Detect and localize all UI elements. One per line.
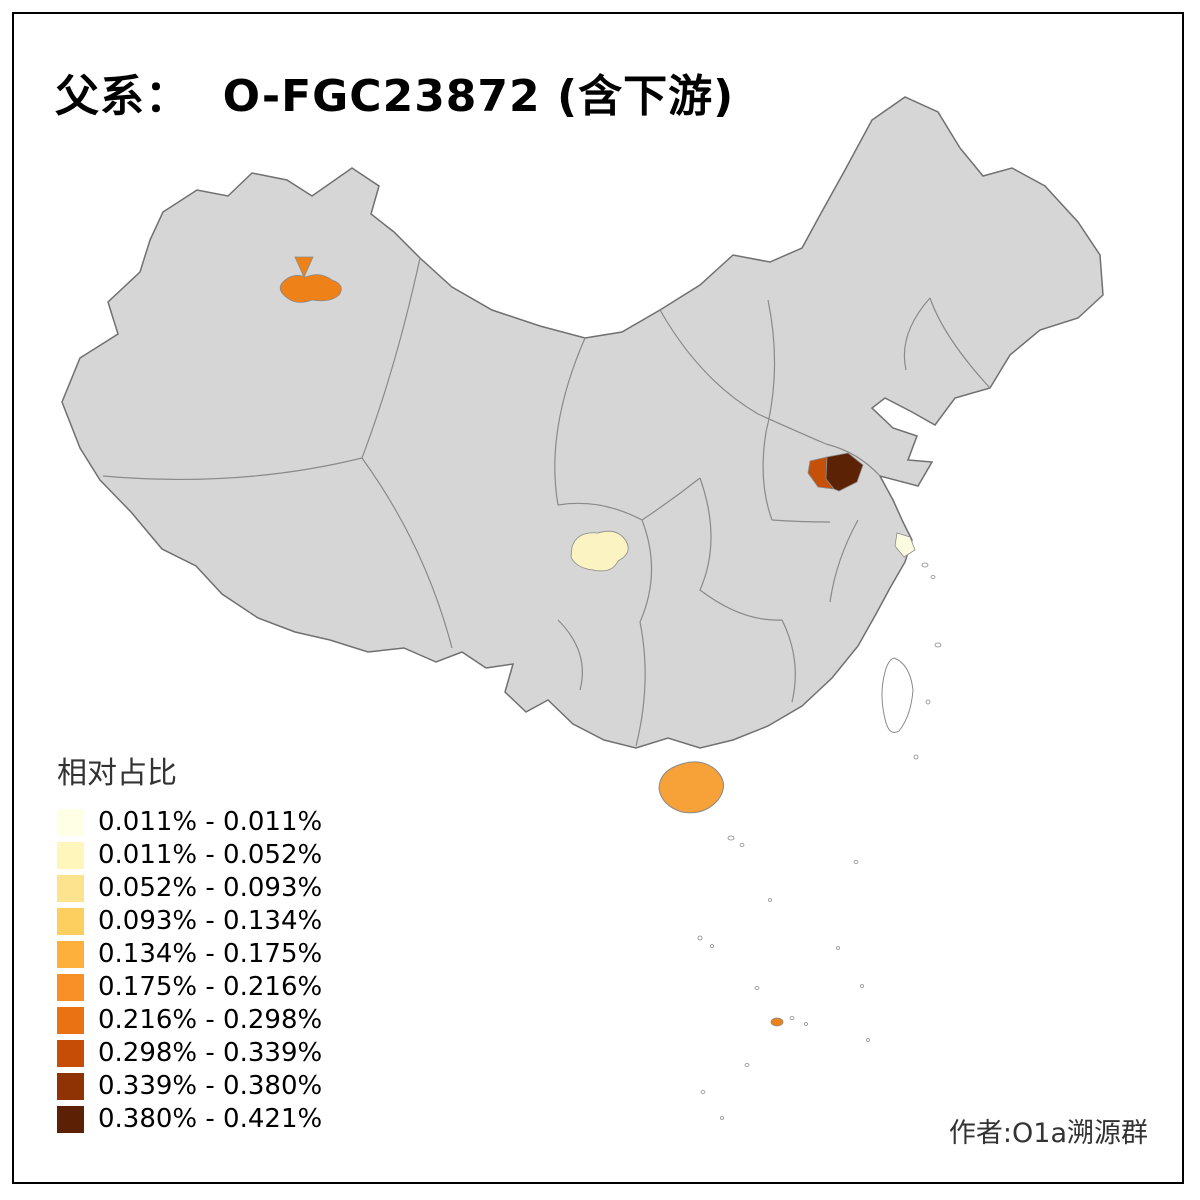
legend-swatch [57, 1007, 84, 1034]
region-south-islet [770, 1017, 784, 1027]
legend-label: 0.011% - 0.052% [98, 840, 323, 870]
islet [934, 642, 942, 648]
islet [853, 860, 859, 864]
islet [710, 944, 714, 948]
islet [700, 1090, 706, 1094]
legend-label: 0.011% - 0.011% [98, 807, 323, 837]
legend-swatch [57, 974, 84, 1001]
legend-item: 0.011% - 0.052% [57, 839, 397, 872]
legend-label: 0.093% - 0.134% [98, 906, 323, 936]
legend-swatch [57, 875, 84, 902]
islet [860, 984, 864, 988]
islet [804, 1022, 808, 1026]
attribution-text: 作者:O1a溯源群 [948, 1118, 1148, 1149]
small-islands [697, 562, 942, 1120]
islet [697, 935, 703, 941]
islet [921, 562, 929, 568]
islet [768, 898, 772, 902]
legend-item: 0.175% - 0.216% [57, 971, 397, 1004]
legend-item: 0.052% - 0.093% [57, 872, 397, 905]
legend-label: 0.052% - 0.093% [98, 873, 323, 903]
page-title: 父系： O-FGC23872 (含下游) [55, 71, 735, 122]
region-xinjiang-marker [294, 256, 314, 278]
islet [866, 1038, 870, 1042]
legend: 相对占比 0.011% - 0.011% 0.011% - 0.052% 0.0… [57, 748, 397, 1136]
islet [720, 1116, 724, 1120]
legend-label: 0.380% - 0.421% [98, 1104, 323, 1134]
islet [744, 1063, 750, 1067]
islet [727, 835, 735, 841]
islet [836, 946, 840, 950]
islet [913, 754, 919, 760]
legend-swatch [57, 1073, 84, 1100]
region-sichuan-prefecture [570, 530, 629, 572]
legend-item: 0.093% - 0.134% [57, 905, 397, 938]
legend-item: 0.134% - 0.175% [57, 938, 397, 971]
legend-swatch [57, 1106, 84, 1133]
legend-swatch [57, 842, 84, 869]
region-jiangsu-dark [825, 452, 864, 492]
legend-item: 0.298% - 0.339% [57, 1037, 397, 1070]
legend-swatch [57, 908, 84, 935]
legend-label: 0.298% - 0.339% [98, 1038, 323, 1068]
islet [739, 843, 745, 847]
region-hainan [658, 761, 724, 814]
legend-swatch [57, 1040, 84, 1067]
legend-swatch [57, 809, 84, 836]
islet [789, 1016, 795, 1020]
legend-label: 0.339% - 0.380% [98, 1071, 323, 1101]
legend-item: 0.011% - 0.011% [57, 806, 397, 839]
legend-swatch [57, 941, 84, 968]
province-borders [102, 257, 991, 747]
legend-label: 0.216% - 0.298% [98, 1005, 323, 1035]
islet [925, 699, 931, 705]
legend-item: 0.216% - 0.298% [57, 1004, 397, 1037]
legend-label: 0.134% - 0.175% [98, 939, 323, 969]
islet [754, 986, 760, 990]
legend-item: 0.339% - 0.380% [57, 1070, 397, 1103]
legend-item: 0.380% - 0.421% [57, 1103, 397, 1136]
taiwan-shape [881, 657, 914, 733]
mainland-china-shape [61, 96, 1104, 749]
region-xinjiang-prefecture [279, 274, 342, 303]
legend-label: 0.175% - 0.216% [98, 972, 323, 1002]
plot-frame [12, 12, 1184, 1184]
region-shanghai [894, 532, 916, 558]
legend-title: 相对占比 [57, 756, 177, 791]
islet [930, 575, 936, 579]
